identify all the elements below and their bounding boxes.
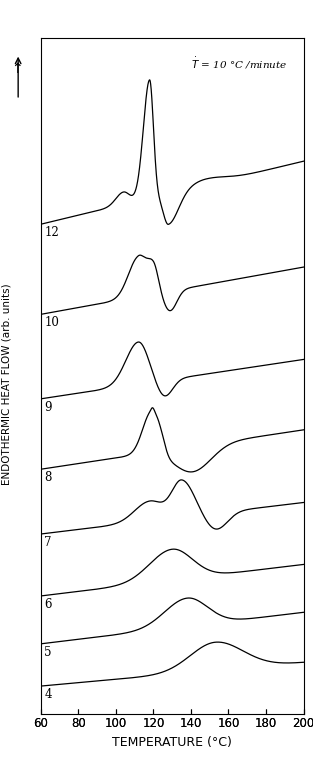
Text: 6: 6 <box>44 598 52 611</box>
X-axis label: TEMPERATURE (°C): TEMPERATURE (°C) <box>112 736 232 749</box>
Text: 12: 12 <box>44 226 59 239</box>
Text: ↑: ↑ <box>11 62 23 76</box>
Text: ENDOTHERMIC HEAT FLOW (arb. units): ENDOTHERMIC HEAT FLOW (arb. units) <box>1 283 11 485</box>
Text: 4: 4 <box>44 688 52 701</box>
Text: 10: 10 <box>44 316 59 329</box>
Text: 8: 8 <box>44 472 52 484</box>
Text: 5: 5 <box>44 646 52 659</box>
Text: $\dot{T}$ = 10 °C /minute: $\dot{T}$ = 10 °C /minute <box>191 55 287 71</box>
Text: 7: 7 <box>44 536 52 549</box>
Text: 9: 9 <box>44 401 52 414</box>
